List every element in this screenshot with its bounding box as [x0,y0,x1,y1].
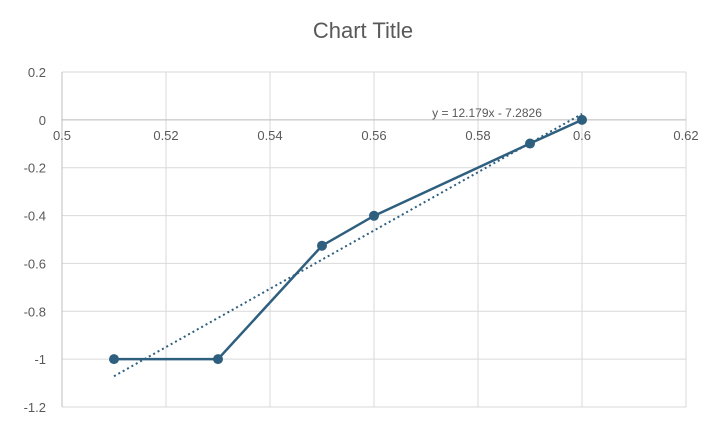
y-tick-label: -0.8 [24,304,46,319]
chart-title: Chart Title [313,18,413,43]
trendline-equation: y = 12.179x - 7.2826 [432,106,542,120]
y-tick-label: -0.4 [24,209,46,224]
data-point [369,210,379,221]
data-point [317,240,327,251]
y-tick-label: -1.2 [24,400,46,415]
y-tick-label: -0.2 [24,161,46,176]
x-tick-label: 0.5 [53,128,71,143]
y-tick-label: 0.2 [28,65,46,80]
series-line [114,118,583,361]
x-tick-label: 0.56 [361,128,386,143]
data-point [109,354,119,365]
gridlines [61,71,687,408]
x-tick-label: 0.62 [673,128,698,143]
data-point [213,354,223,365]
y-tick-label: -0.6 [24,256,46,271]
series-group [109,114,587,365]
tick-labels: 0.5 0.52 0.54 0.56 0.58 0.6 0.62 0.2 0 -0.2 -0.4 -0… [24,65,699,415]
x-tick-label: 0.54 [257,128,282,143]
data-point [525,138,535,149]
y-tick-label: 0 [39,113,46,128]
x-tick-label: 0.6 [573,128,591,143]
x-tick-label: 0.58 [465,128,490,143]
data-point [577,114,587,125]
x-tick-label: 0.52 [153,128,178,143]
y-tick-label: -1 [34,352,46,367]
